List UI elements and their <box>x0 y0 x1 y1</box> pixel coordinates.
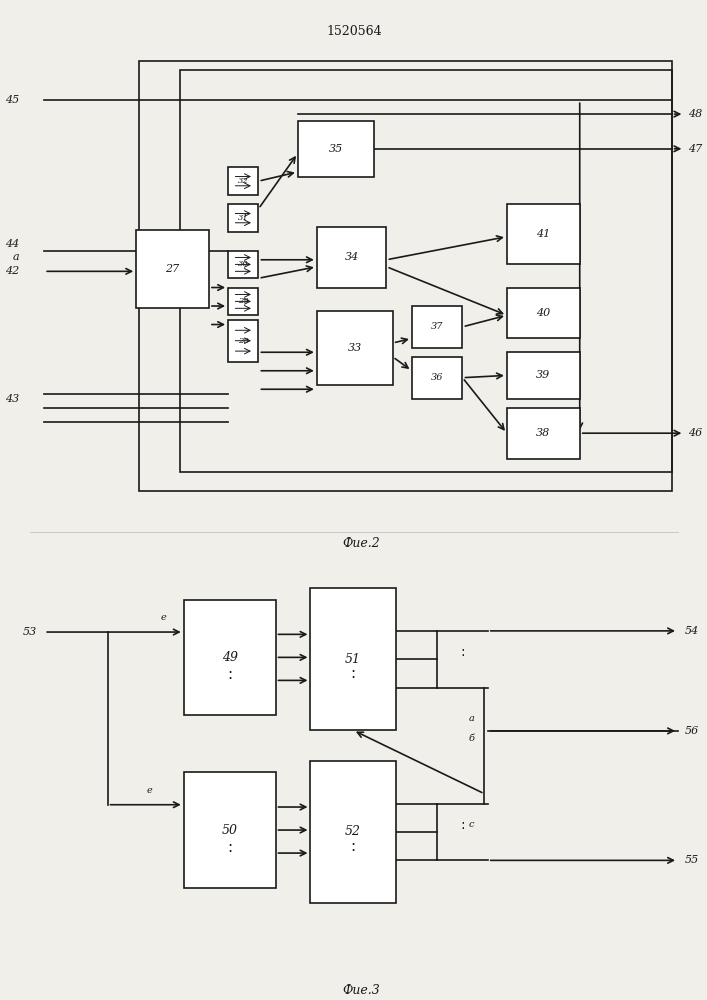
Text: 27: 27 <box>165 264 180 274</box>
Bar <box>184 600 276 715</box>
Bar <box>411 357 462 399</box>
Text: :: : <box>351 839 356 854</box>
Bar <box>184 772 276 888</box>
Text: 36: 36 <box>431 373 443 382</box>
Bar <box>139 61 672 491</box>
Text: б: б <box>468 734 474 743</box>
Bar <box>298 121 374 177</box>
Text: 56: 56 <box>685 726 699 736</box>
Text: 28: 28 <box>238 337 249 345</box>
Text: 47: 47 <box>688 144 702 154</box>
Bar <box>228 167 259 195</box>
Bar <box>310 588 396 730</box>
Text: 51: 51 <box>345 653 361 666</box>
Text: Фие.2: Фие.2 <box>342 537 380 550</box>
Text: е: е <box>146 786 152 795</box>
Bar <box>507 352 580 399</box>
Text: 38: 38 <box>536 428 551 438</box>
Bar <box>228 251 259 278</box>
Text: 52: 52 <box>345 825 361 838</box>
Text: Фие.3: Фие.3 <box>342 984 380 997</box>
Text: 48: 48 <box>688 109 702 119</box>
Bar <box>507 204 580 264</box>
Text: :: : <box>351 666 356 681</box>
Text: 45: 45 <box>5 95 19 105</box>
Bar <box>136 230 209 308</box>
Bar <box>317 227 387 288</box>
Text: 39: 39 <box>536 370 551 380</box>
Text: 44: 44 <box>5 239 19 249</box>
Text: 43: 43 <box>5 394 19 404</box>
Bar <box>317 311 393 385</box>
Text: 40: 40 <box>536 308 551 318</box>
Text: 37: 37 <box>431 322 443 331</box>
Text: а: а <box>468 714 474 723</box>
Text: 31: 31 <box>238 214 249 222</box>
Text: 54: 54 <box>685 626 699 636</box>
Bar <box>411 306 462 348</box>
Bar <box>228 288 259 315</box>
Text: 29: 29 <box>238 297 249 305</box>
Text: :: : <box>227 840 232 855</box>
Text: 30: 30 <box>238 260 249 268</box>
Bar <box>228 320 259 362</box>
Text: с: с <box>469 820 474 829</box>
Bar <box>228 204 259 232</box>
Bar <box>310 761 396 903</box>
Text: :: : <box>460 818 464 832</box>
Text: 46: 46 <box>688 428 702 438</box>
Text: :: : <box>227 667 232 682</box>
Text: а: а <box>12 252 19 262</box>
Text: 53: 53 <box>23 627 37 637</box>
Text: 55: 55 <box>685 855 699 865</box>
Text: 34: 34 <box>344 252 358 262</box>
Text: :: : <box>460 645 464 659</box>
Text: 32: 32 <box>238 177 249 185</box>
Text: е: е <box>160 613 166 622</box>
Text: 42: 42 <box>5 266 19 276</box>
Text: 49: 49 <box>221 651 238 664</box>
Text: 35: 35 <box>329 144 343 154</box>
Bar <box>180 70 672 472</box>
Text: 50: 50 <box>221 824 238 837</box>
Bar <box>507 408 580 459</box>
Text: 41: 41 <box>536 229 551 239</box>
Text: 1520564: 1520564 <box>327 25 382 38</box>
Text: 33: 33 <box>348 343 362 353</box>
Bar <box>507 288 580 338</box>
